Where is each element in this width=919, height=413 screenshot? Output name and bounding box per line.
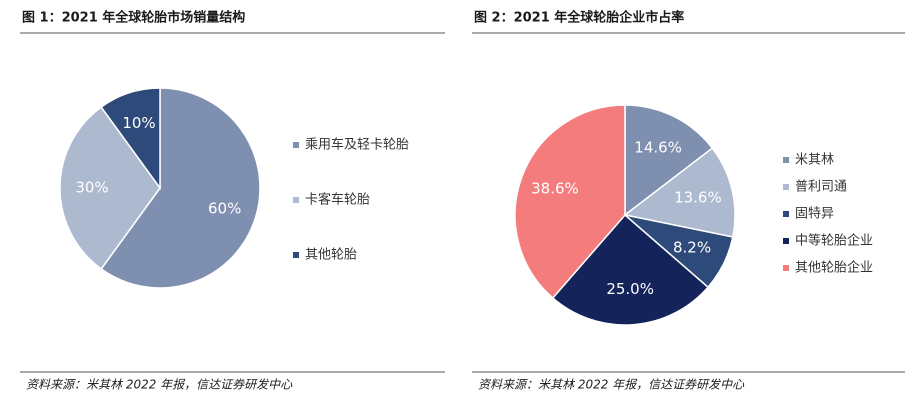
pie-slice	[623, 147, 736, 238]
data-label: 10%	[122, 114, 155, 132]
legend-swatch	[293, 197, 299, 203]
data-label: 13.6%	[674, 189, 722, 207]
pie-slice	[624, 104, 714, 217]
pie-slice	[551, 213, 710, 326]
legend-swatch	[783, 157, 789, 163]
data-label: 38.6%	[531, 179, 579, 197]
legend-label: 中等轮胎企业	[795, 233, 873, 249]
data-label: 14.6%	[634, 138, 682, 156]
chart-title: 图 1：2021 年全球轮胎市场销量结构	[22, 10, 245, 26]
legend-swatch	[783, 238, 789, 244]
legend-swatch	[293, 142, 299, 148]
legend-swatch	[783, 265, 789, 271]
data-label: 25.0%	[606, 280, 654, 298]
legend-swatch	[783, 184, 789, 190]
legend-label: 其他轮胎企业	[795, 260, 873, 276]
pie-slice	[59, 106, 161, 270]
pie-slice	[514, 104, 626, 300]
source-note: 资料来源：米其林 2022 年报，信达证券研发中心	[26, 378, 293, 392]
legend-label: 乘用车及轻卡轮胎	[305, 137, 409, 153]
legend-swatch	[293, 252, 299, 258]
source-note: 资料来源：米其林 2022 年报，信达证券研发中心	[478, 378, 745, 392]
legend-label: 固特异	[795, 207, 834, 222]
pie-slice	[100, 87, 261, 289]
pie-slice	[100, 87, 161, 191]
chart-title: 图 2：2021 年全球轮胎企业市占率	[474, 10, 684, 26]
data-label: 60%	[208, 200, 241, 218]
legend-label: 米其林	[795, 153, 834, 168]
data-label: 8.2%	[673, 239, 711, 257]
legend-label: 普利司通	[795, 180, 847, 195]
legend-label: 卡客车轮胎	[305, 192, 370, 208]
legend-swatch	[783, 211, 789, 217]
data-label: 30%	[75, 179, 108, 197]
legend-label: 其他轮胎	[305, 248, 357, 263]
